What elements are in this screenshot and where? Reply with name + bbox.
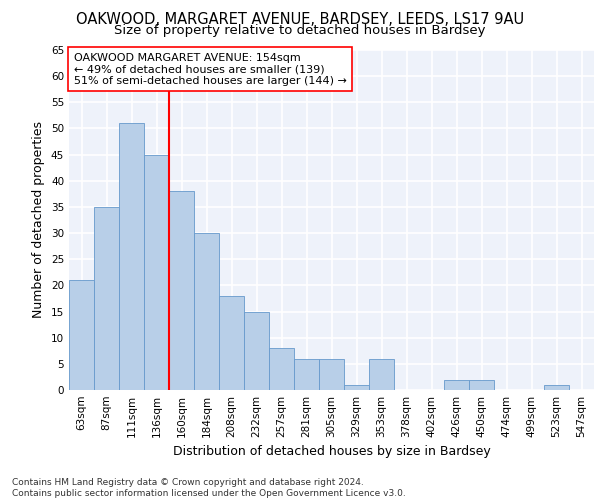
Bar — [469, 380, 494, 390]
Bar — [344, 385, 369, 390]
Text: OAKWOOD, MARGARET AVENUE, BARDSEY, LEEDS, LS17 9AU: OAKWOOD, MARGARET AVENUE, BARDSEY, LEEDS… — [76, 12, 524, 28]
Text: Contains HM Land Registry data © Crown copyright and database right 2024.
Contai: Contains HM Land Registry data © Crown c… — [12, 478, 406, 498]
Bar — [194, 233, 219, 390]
Bar — [269, 348, 294, 390]
Bar — [319, 358, 344, 390]
Bar — [444, 380, 469, 390]
Bar — [169, 191, 194, 390]
Bar — [294, 358, 319, 390]
Bar — [94, 207, 119, 390]
X-axis label: Distribution of detached houses by size in Bardsey: Distribution of detached houses by size … — [173, 446, 490, 458]
Bar — [544, 385, 569, 390]
Bar — [119, 123, 144, 390]
Bar — [219, 296, 244, 390]
Bar — [144, 154, 169, 390]
Y-axis label: Number of detached properties: Number of detached properties — [32, 122, 46, 318]
Text: Size of property relative to detached houses in Bardsey: Size of property relative to detached ho… — [114, 24, 486, 37]
Bar — [244, 312, 269, 390]
Text: OAKWOOD MARGARET AVENUE: 154sqm
← 49% of detached houses are smaller (139)
51% o: OAKWOOD MARGARET AVENUE: 154sqm ← 49% of… — [74, 52, 347, 86]
Bar — [369, 358, 394, 390]
Bar — [69, 280, 94, 390]
